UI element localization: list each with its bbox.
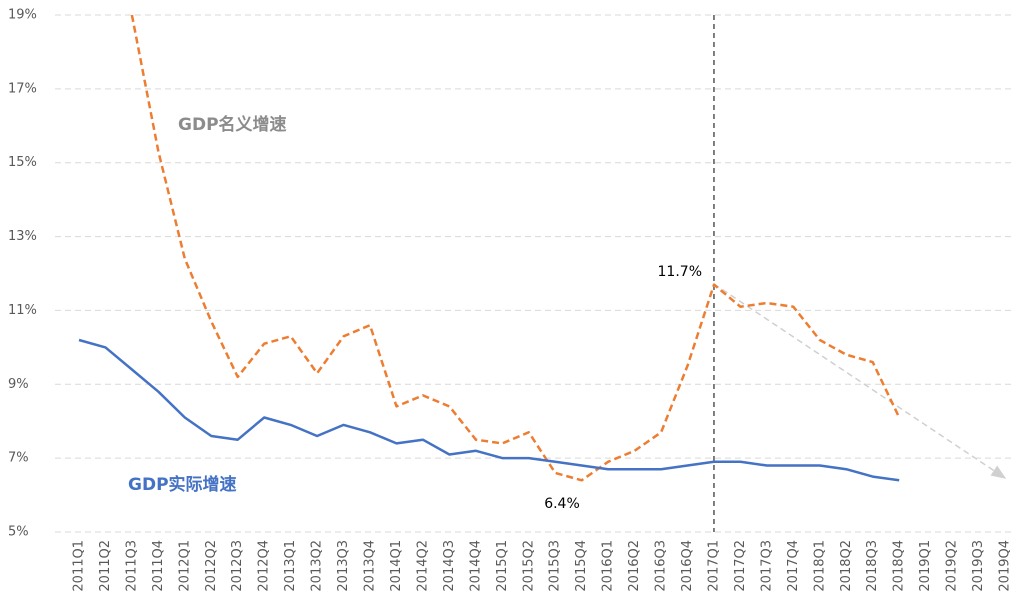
x-tick-label: 2011Q1 [72,540,87,592]
x-tick-label: 2017Q2 [733,540,748,592]
value-label: 11.7% [658,264,702,280]
x-tick-label: 2017Q1 [706,540,721,592]
x-tick-label: 2018Q4 [892,540,907,592]
x-tick-label: 2014Q4 [468,540,483,592]
x-tick-label: 2016Q2 [627,540,642,592]
y-tick-label: 17% [8,81,37,96]
x-tick-label: 2012Q4 [257,540,272,592]
x-tick-label: 2018Q3 [865,540,880,592]
x-tick-label: 2019Q2 [945,540,960,592]
y-tick-label: 9% [8,377,29,392]
x-tick-label: 2012Q2 [204,540,219,592]
x-tick-label: 2011Q4 [151,540,166,592]
x-tick-label: 2017Q3 [759,540,774,592]
x-tick-label: 2019Q3 [971,540,986,592]
x-tick-label: 2013Q4 [363,540,378,592]
series-label: GDP实际增速 [128,474,237,495]
series-line [130,14,901,482]
x-tick-label: 2011Q3 [124,540,139,592]
x-tick-label: 2014Q3 [442,540,457,592]
series-label: GDP名义增速 [178,114,287,135]
x-tick-label: 2019Q1 [918,540,933,592]
x-tick-label: 2018Q1 [812,540,827,592]
x-tick-label: 2011Q2 [98,540,113,592]
x-tick-label: 2017Q4 [786,540,801,592]
x-tick-label: 2014Q1 [389,540,404,592]
x-tick-label: 2016Q3 [654,540,669,592]
x-tick-label: 2015Q3 [548,540,563,592]
plot: 5% 7% 9% 11% 13% 15% 17% 19% 2011Q1 2011Q2 2011Q3 2… [8,8,1013,592]
x-tick-label: 2015Q4 [574,540,589,592]
x-tick-label: 2015Q1 [495,540,510,592]
x-tick-label: 2012Q1 [177,540,192,592]
y-tick-label: 19% [8,8,37,23]
x-tick-label: 2016Q4 [680,540,695,592]
x-tick-label: 2013Q2 [310,540,325,592]
y-tick-label: 11% [8,303,37,318]
x-tick-label: 2013Q3 [336,540,351,592]
x-tick-label: 2014Q2 [415,540,430,592]
y-tick-label: 7% [8,451,29,466]
x-tick-label: 2013Q1 [283,540,298,592]
value-label: 6.4% [544,496,580,512]
x-tick-label: 2018Q2 [839,540,854,592]
x-tick-label: 2015Q2 [521,540,536,592]
series-line [78,338,900,482]
x-tick-label: 2016Q1 [601,540,616,592]
trend-arrow [713,283,1007,479]
x-tick-label: 2012Q3 [230,540,245,592]
y-tick-label: 5% [8,525,29,540]
x-tick-label: 2019Q4 [998,540,1013,592]
y-tick-label: 13% [8,229,37,244]
y-tick-label: 15% [8,155,37,170]
